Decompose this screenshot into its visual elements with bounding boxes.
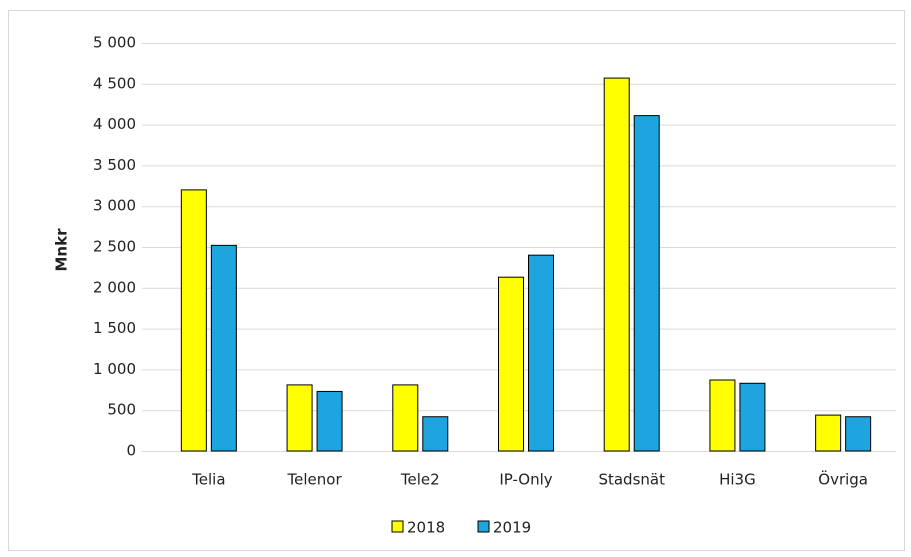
y-tick-label: 1 500 bbox=[93, 319, 136, 337]
legend-swatch bbox=[391, 520, 404, 533]
bar bbox=[815, 414, 842, 452]
y-tick-label: 5 000 bbox=[93, 34, 136, 52]
y-tick-label: 4 500 bbox=[93, 74, 136, 92]
x-tick-label: Övriga bbox=[818, 470, 868, 489]
y-tick-label: 1 000 bbox=[93, 360, 136, 378]
bar bbox=[392, 384, 419, 452]
legend-swatch bbox=[477, 520, 490, 533]
bar bbox=[498, 276, 524, 452]
bar bbox=[286, 384, 313, 452]
bar bbox=[603, 77, 630, 452]
x-tick-label: IP-Only bbox=[499, 471, 552, 489]
bar bbox=[845, 416, 872, 452]
y-tick-label: 0 bbox=[126, 442, 136, 460]
bar bbox=[210, 244, 237, 452]
bar bbox=[739, 382, 766, 452]
y-tick-label: 4 000 bbox=[93, 115, 136, 133]
y-tick-label: 2 500 bbox=[93, 238, 136, 256]
y-tick-label: 2 000 bbox=[93, 278, 136, 296]
bar bbox=[633, 115, 660, 452]
y-tick-label: 3 000 bbox=[93, 197, 136, 215]
chart-border bbox=[8, 10, 905, 551]
x-tick-label: Telenor bbox=[287, 471, 343, 489]
x-tick-label: Stadsnät bbox=[598, 471, 665, 489]
bar bbox=[316, 390, 343, 452]
x-tick-label: Telia bbox=[191, 471, 225, 489]
x-tick-label: Hi3G bbox=[719, 471, 756, 489]
x-tick-label: Tele2 bbox=[400, 471, 440, 489]
bar bbox=[422, 416, 449, 452]
legend-label: 2018 bbox=[407, 519, 445, 537]
y-tick-label: 3 500 bbox=[93, 156, 136, 174]
bar bbox=[180, 189, 207, 452]
bar bbox=[528, 254, 554, 452]
y-axis-label: Mnkr bbox=[53, 228, 71, 272]
legend-label: 2019 bbox=[493, 519, 531, 537]
y-tick-label: 500 bbox=[107, 401, 136, 419]
bar bbox=[709, 379, 736, 452]
